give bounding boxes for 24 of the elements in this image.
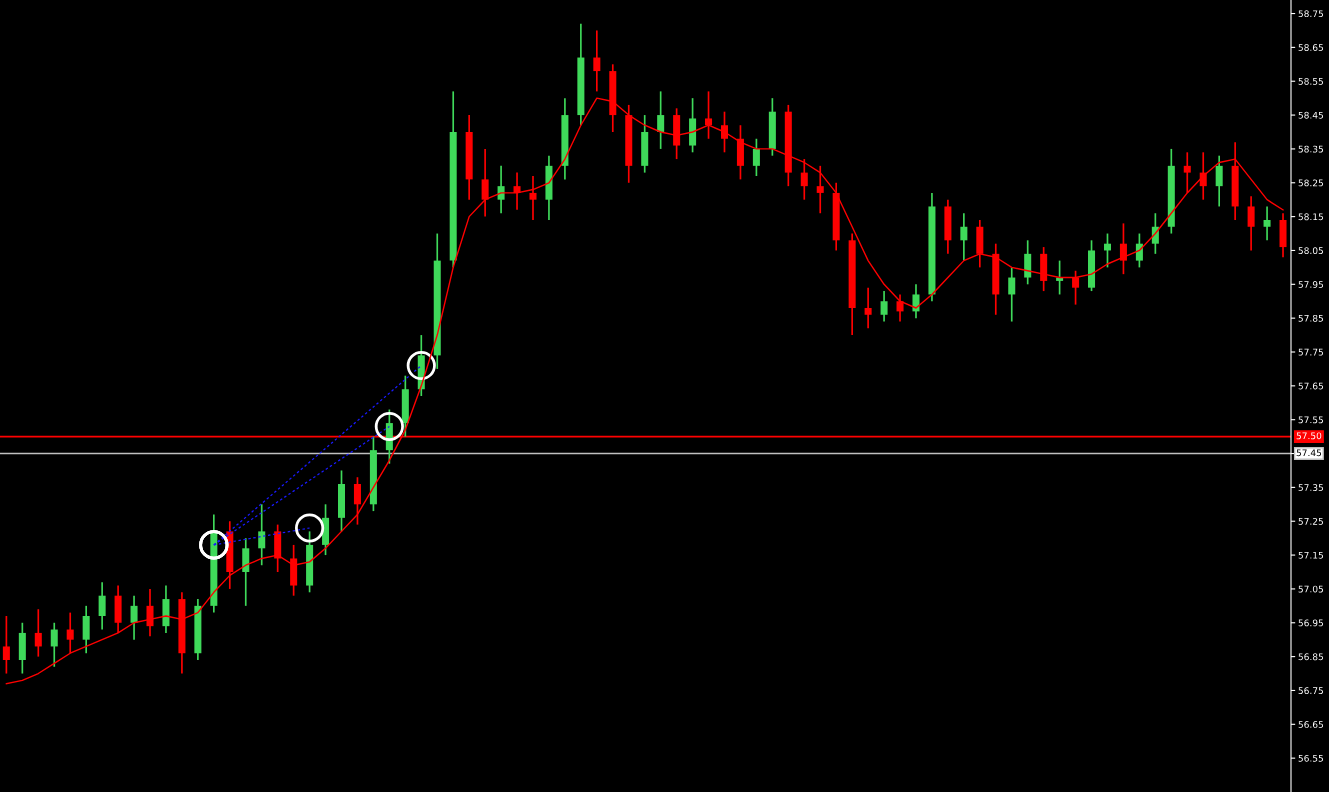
y-tick-label: 58.45 (1298, 111, 1323, 119)
y-tick-label: 57.55 (1298, 416, 1323, 424)
y-tick-label: 58.05 (1298, 247, 1323, 255)
y-tick-label: 58.55 (1298, 77, 1323, 85)
y-tick-label: 58.35 (1298, 145, 1323, 153)
y-tick-label: 56.55 (1298, 754, 1323, 762)
y-tick-label: 58.65 (1298, 44, 1323, 51)
y-tick-label: 56.65 (1298, 721, 1323, 728)
y-tick-label: 58.25 (1298, 179, 1323, 187)
y-tick-label: 56.95 (1298, 619, 1323, 627)
y-tick-label: 57.65 (1298, 382, 1323, 390)
y-tick-label: 57.35 (1298, 484, 1323, 491)
ref-line-label: 57.50 (1296, 432, 1322, 440)
y-tick-label: 57.25 (1298, 517, 1323, 525)
y-tick-label: 58.15 (1298, 213, 1323, 221)
y-tick-label: 58.75 (1298, 10, 1323, 18)
y-tick-label: 56.75 (1298, 687, 1323, 695)
y-tick-label: 57.85 (1298, 314, 1323, 322)
y-tick-label: 57.75 (1298, 348, 1323, 356)
y-tick-label: 56.85 (1298, 653, 1323, 661)
ref-line-label: 57.45 (1296, 449, 1322, 457)
y-tick-label: 57.95 (1298, 281, 1323, 288)
y-tick-label: 57.05 (1298, 585, 1323, 593)
y-tick-label: 57.15 (1298, 551, 1323, 559)
